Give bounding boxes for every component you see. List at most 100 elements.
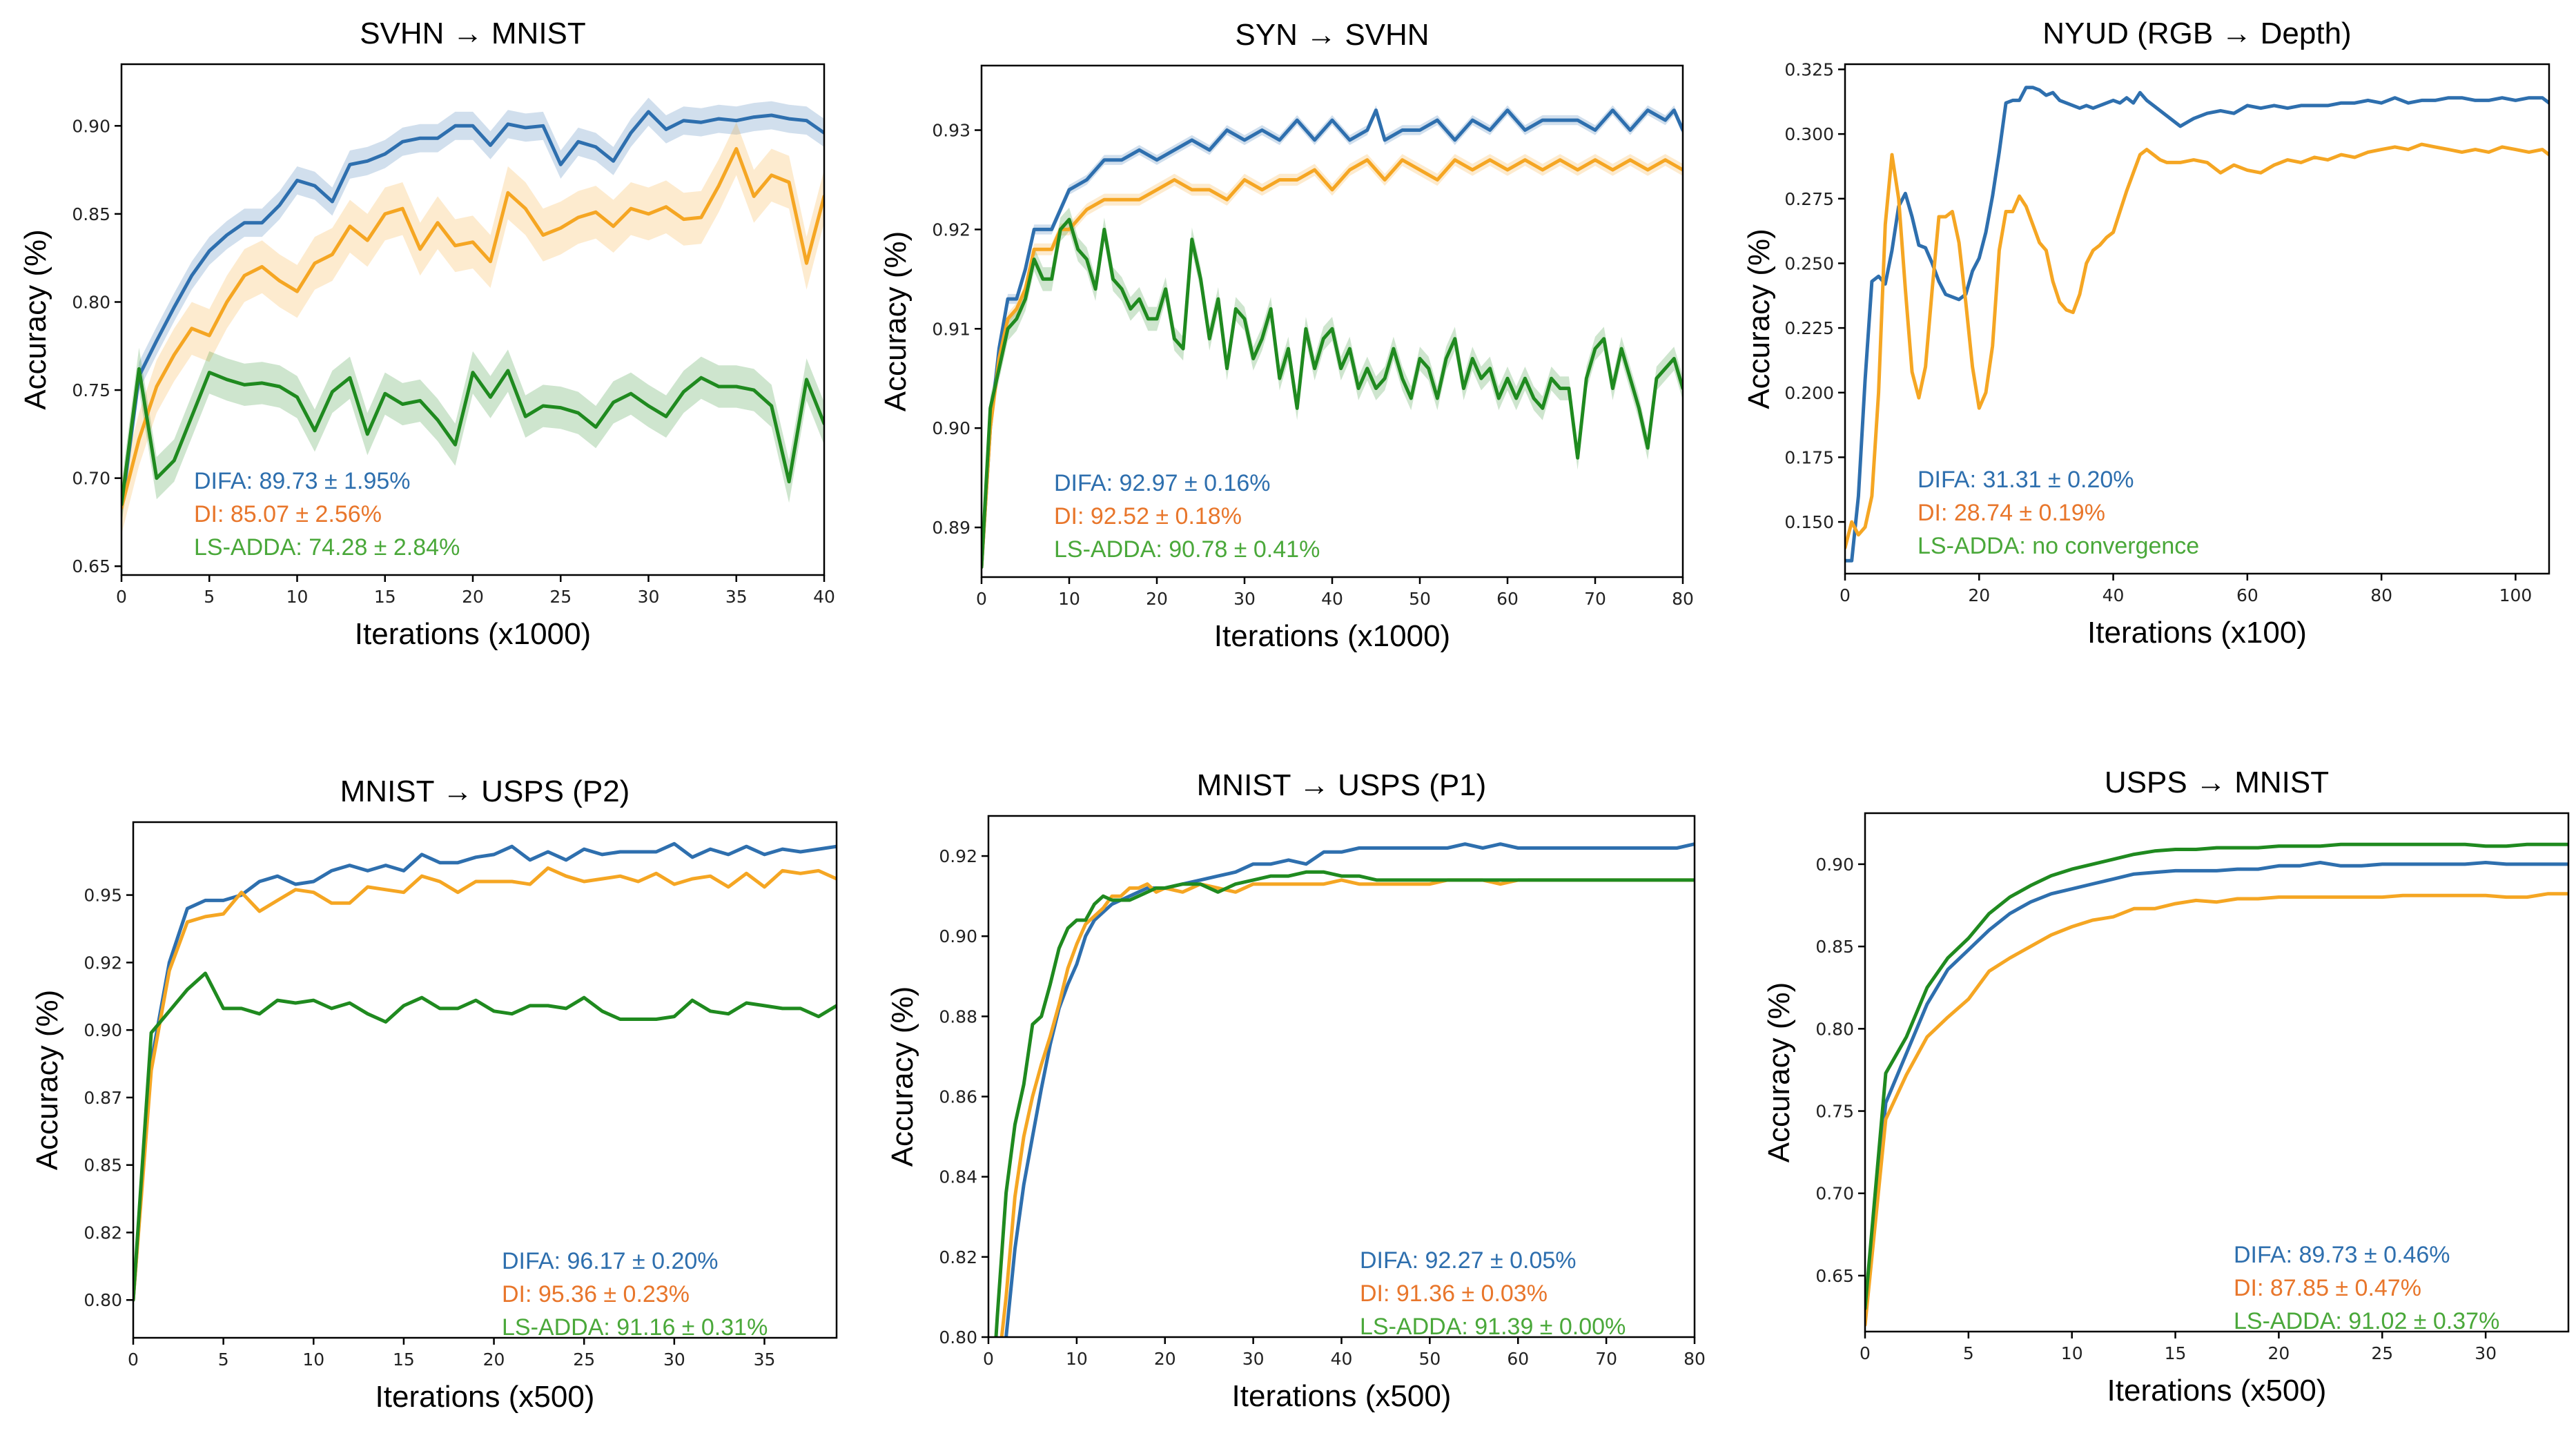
- legend-entry-difa: DIFA: 92.97 ± 0.16%: [1054, 470, 1271, 496]
- x-tick-label: 20: [1968, 585, 1990, 605]
- y-tick-label: 0.75: [1815, 1102, 1854, 1122]
- x-tick-label: 80: [2370, 585, 2392, 605]
- x-tick-label: 100: [2499, 585, 2533, 605]
- x-tick-label: 70: [1595, 1349, 1617, 1369]
- x-tick-label: 25: [549, 587, 572, 607]
- series-line-difa: [133, 841, 837, 1302]
- x-tick-label: 5: [204, 587, 215, 607]
- x-axis-label: Iterations (x1000): [1214, 619, 1450, 653]
- y-tick-label: 0.87: [84, 1088, 122, 1108]
- y-tick-label: 0.95: [84, 886, 122, 906]
- x-axis-label: Iterations (x500): [2107, 1374, 2327, 1408]
- x-tick-label: 30: [1233, 589, 1256, 609]
- y-tick-label: 0.175: [1784, 447, 1834, 467]
- x-tick-label: 0: [116, 587, 127, 607]
- x-tick-label: 30: [2475, 1343, 2497, 1363]
- y-tick-label: 0.90: [72, 116, 110, 136]
- chart-title: NYUD (RGB → Depth): [2042, 17, 2351, 50]
- x-tick-label: 0: [983, 1349, 994, 1369]
- y-tick-label: 0.82: [939, 1247, 977, 1267]
- y-axis-label: Accuracy (%): [1742, 228, 1776, 409]
- x-axis-label: Iterations (x100): [2087, 616, 2307, 650]
- plot-area: [1865, 842, 2568, 1327]
- x-tick-label: 30: [638, 587, 660, 607]
- y-tick-label: 0.275: [1784, 189, 1834, 209]
- series-line-difa: [1865, 861, 2568, 1318]
- x-tick-label: 30: [663, 1350, 685, 1370]
- y-tick-label: 0.92: [932, 220, 970, 240]
- plot-frame: [987, 815, 1696, 1338]
- chart-panel-3: 0 20 40 60 80 100 0.150 0.175 0.200 0.225 0.250 0.2…: [1742, 17, 2550, 650]
- legend-entry-di: DI: 28.74 ± 0.19%: [1918, 500, 2105, 526]
- y-axis-label: Accuracy (%): [879, 231, 913, 412]
- y-tick-label: 0.70: [72, 469, 110, 489]
- chart-panel-1: 0 5 10 15 20 25 30 35 40 0.65 0.70 0.75 0.80 0.85 0.90…: [19, 17, 835, 651]
- y-tick-label: 0.75: [72, 380, 110, 400]
- y-tick-label: 0.88: [939, 1006, 977, 1026]
- legend-entry-difa: DIFA: 92.27 ± 0.05%: [1360, 1247, 1577, 1274]
- y-tick-label: 0.91: [932, 319, 970, 339]
- x-tick-label: 0: [1860, 1343, 1871, 1363]
- x-tick-label: 25: [2371, 1343, 2393, 1363]
- chart-panel-2: 0 10 20 30 40 50 60 70 80 0.89 0.90 0.91 0.92 0.93 SYN…: [879, 18, 1694, 653]
- y-tick-label: 0.85: [84, 1156, 122, 1176]
- legend-entry-difa: DIFA: 96.17 ± 0.20%: [502, 1248, 719, 1274]
- x-tick-label: 20: [483, 1350, 505, 1370]
- series-line-ls-adda: [982, 217, 1683, 569]
- y-axis-label: Accuracy (%): [30, 990, 64, 1171]
- series-line-difa: [121, 110, 824, 510]
- plot-frame: [1864, 812, 2570, 1333]
- x-tick-label: 60: [1496, 589, 1519, 609]
- y-tick-label: 0.200: [1784, 383, 1834, 403]
- x-tick-label: 35: [725, 587, 748, 607]
- legend-entry-di: DI: 85.07 ± 2.56%: [194, 501, 382, 527]
- y-tick-label: 0.150: [1784, 512, 1834, 532]
- series-line-difa: [982, 108, 1683, 569]
- x-tick-label: 0: [976, 589, 987, 609]
- x-tick-label: 35: [754, 1350, 776, 1370]
- y-tick-label: 0.225: [1784, 318, 1834, 338]
- y-tick-label: 0.92: [84, 953, 122, 973]
- y-tick-label: 0.92: [939, 846, 977, 866]
- x-tick-label: 30: [1242, 1349, 1265, 1369]
- legend-entry-difa: DIFA: 31.31 ± 0.20%: [1918, 467, 2134, 493]
- plot-area: [982, 105, 1683, 577]
- x-tick-label: 80: [1672, 589, 1694, 609]
- x-tick-label: 50: [1418, 1349, 1441, 1369]
- legend-entry-di: DI: 87.85 ± 0.47%: [2234, 1275, 2421, 1301]
- y-tick-label: 0.82: [84, 1223, 122, 1243]
- x-tick-label: 10: [1058, 589, 1080, 609]
- legend-entry-ls-adda: LS-ADDA: 90.78 ± 0.41%: [1054, 536, 1320, 563]
- x-tick-label: 40: [1331, 1349, 1353, 1369]
- legend-entry-difa: DIFA: 89.73 ± 0.46%: [2234, 1242, 2450, 1268]
- y-tick-label: 0.90: [84, 1020, 122, 1040]
- x-tick-label: 15: [393, 1350, 415, 1370]
- x-tick-label: 10: [286, 587, 309, 607]
- plot-frame: [1844, 63, 2550, 575]
- legend-entry-di: DI: 95.36 ± 0.23%: [502, 1281, 690, 1307]
- plot-area: [994, 842, 1695, 1337]
- legend-entry-ls-adda: LS-ADDA: 91.39 ± 0.00%: [1360, 1314, 1626, 1340]
- y-tick-label: 0.65: [1815, 1266, 1854, 1286]
- x-tick-label: 5: [1963, 1343, 1974, 1363]
- y-tick-label: 0.85: [1815, 937, 1854, 957]
- series-line-ls-adda: [133, 971, 837, 1302]
- series-line-ls-adda: [1865, 842, 2568, 1311]
- x-tick-label: 0: [128, 1350, 139, 1370]
- y-tick-label: 0.93: [932, 121, 970, 141]
- x-tick-label: 60: [1507, 1349, 1529, 1369]
- y-tick-label: 0.86: [939, 1087, 977, 1107]
- x-tick-label: 5: [218, 1350, 229, 1370]
- y-axis-label: Accuracy (%): [1762, 982, 1796, 1163]
- x-tick-label: 10: [1066, 1349, 1088, 1369]
- series-band-ls-adda: [121, 347, 824, 526]
- y-tick-label: 0.300: [1784, 124, 1834, 144]
- series-line-di: [1865, 892, 2568, 1327]
- chart-panel-6: 0 5 10 15 20 25 30 0.65 0.70 0.75 0.80 0.85 0.90 USPS…: [1762, 766, 2570, 1408]
- y-axis-label: Accuracy (%): [19, 229, 52, 410]
- y-tick-label: 0.80: [84, 1290, 122, 1310]
- x-tick-label: 10: [2061, 1343, 2083, 1363]
- y-tick-label: 0.80: [1815, 1019, 1854, 1039]
- x-axis-label: Iterations (x500): [375, 1380, 595, 1414]
- y-tick-label: 0.90: [939, 926, 977, 946]
